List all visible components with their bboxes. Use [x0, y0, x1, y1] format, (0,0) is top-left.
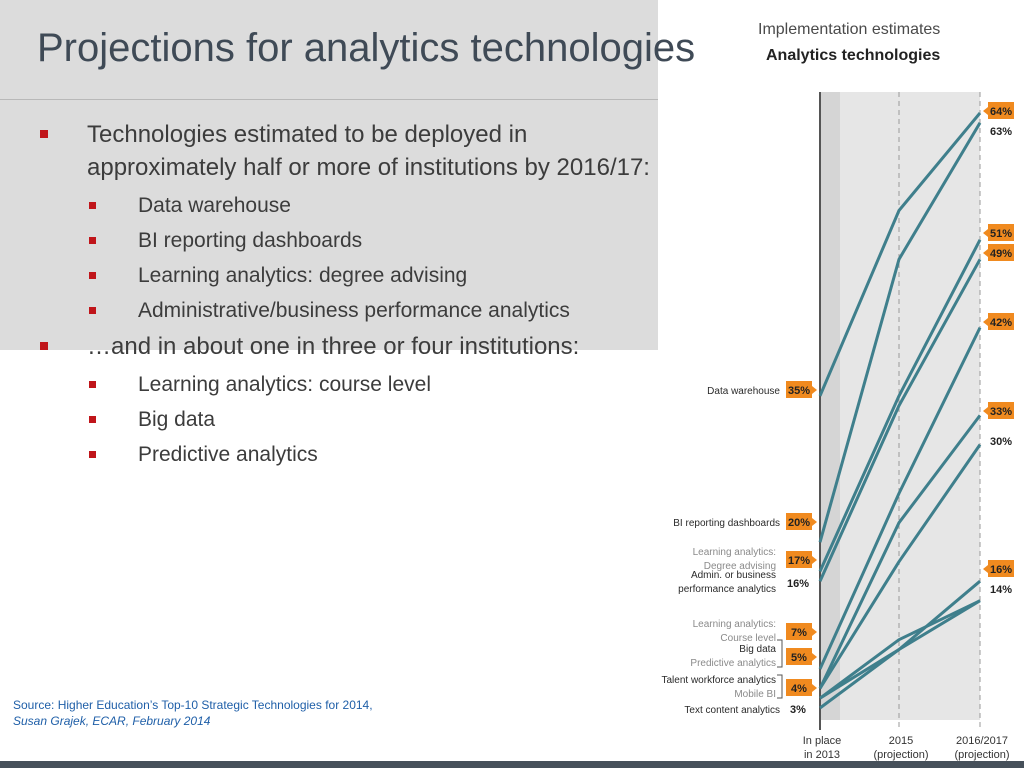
source-line-2: Susan Grajek, ECAR, February 2014 — [13, 714, 211, 728]
bullet-level2: Predictive analytics — [0, 437, 680, 472]
chart-subtitle: Analytics technologies — [766, 47, 940, 64]
category-label-4-b: Course level — [720, 633, 776, 644]
end-label-2: 49% — [990, 248, 1012, 260]
series-line-3 — [818, 258, 982, 582]
bullet-level2: Learning analytics: degree advising — [0, 258, 680, 293]
start-label-0: 35% — [788, 385, 810, 397]
category-label-4-a: Learning analytics: — [693, 619, 776, 630]
end-label-5: 33% — [990, 406, 1012, 418]
end-label-3-bg — [988, 224, 1014, 241]
bullet-level1: Technologies estimated to be deployed in… — [0, 118, 680, 184]
slide-title: Projections for analytics technologies — [37, 26, 696, 70]
end-label-5-arrow — [983, 407, 988, 415]
start-label-bg-6 — [786, 679, 812, 696]
start-label-bg-2 — [786, 551, 812, 568]
end-label-0: 64% — [990, 106, 1012, 118]
start-label-3: 16% — [787, 578, 809, 590]
bullet-level2: Learning analytics: course level — [0, 367, 680, 402]
end-label-7-bg — [988, 560, 1014, 577]
bullet-level2: Administrative/business performance anal… — [0, 293, 680, 328]
bullet-list: Technologies estimated to be deployed in… — [0, 118, 680, 472]
category-label-2-a: Learning analytics: — [693, 547, 776, 558]
bottom-bar — [0, 761, 1024, 768]
plot-area-shadow — [820, 92, 840, 720]
source-line-1: Source: Higher Education’s Top-10 Strate… — [13, 698, 373, 712]
series-line-4 — [818, 326, 982, 670]
start-label-6: 4% — [791, 683, 807, 695]
start-label-2: 17% — [788, 555, 810, 567]
start-label-bg-0 — [786, 381, 812, 398]
bullet-level1: …and in about one in three or four insti… — [0, 330, 680, 363]
start-label-5: 5% — [791, 652, 807, 664]
category-label-6-a: Talent workforce analytics — [662, 675, 777, 686]
start-label-bg-1 — [786, 513, 812, 530]
bracket-talent — [777, 674, 783, 699]
bullet-level2: Big data — [0, 402, 680, 437]
bullet-level2: Data warehouse — [0, 188, 680, 223]
series-line-6 — [818, 443, 982, 690]
end-label-7: 16% — [990, 564, 1012, 576]
chart-title: Implementation estimates — [758, 21, 940, 38]
bullet-level2: BI reporting dashboards — [0, 223, 680, 258]
series-line-0 — [818, 112, 982, 397]
category-label-5-a: Big data — [739, 644, 776, 655]
category-label-3-b: performance analytics — [678, 584, 776, 595]
title-divider — [0, 99, 658, 100]
category-label-1: BI reporting dashboards — [673, 518, 780, 529]
category-label-2-b: Degree advising — [704, 561, 776, 572]
end-label-8: 14% — [990, 584, 1012, 596]
series-line-1 — [818, 122, 982, 543]
title-background-panel — [0, 0, 658, 350]
end-label-4-arrow — [983, 318, 988, 326]
end-label-1: 63% — [990, 126, 1012, 138]
start-label-4: 7% — [791, 627, 807, 639]
category-label-6-b: Mobile BI — [734, 689, 776, 700]
start-label-arrow-6 — [812, 684, 817, 692]
end-label-7-arrow — [983, 565, 988, 573]
category-label-0: Data warehouse — [707, 386, 780, 397]
bracket-big-data — [777, 639, 783, 668]
end-label-4-bg — [988, 313, 1014, 330]
x-tick-label-0-a: In place — [803, 735, 842, 747]
end-label-2-bg — [988, 244, 1014, 261]
category-label-5-b: Predictive analytics — [690, 658, 776, 669]
category-label-3-a: Admin. or business — [691, 570, 776, 581]
x-tick-label-0-b: in 2013 — [804, 749, 840, 761]
implementation-estimates-chart: Implementation estimates Analytics techno… — [662, 21, 1014, 761]
start-label-7: 3% — [790, 704, 806, 716]
series-line-2 — [818, 239, 982, 573]
start-label-arrow-4 — [812, 628, 817, 636]
x-tick-label-1-a: 2015 — [889, 735, 913, 747]
end-label-5-bg — [988, 402, 1014, 419]
category-label-7: Text content analytics — [684, 705, 780, 716]
end-label-0-arrow — [983, 107, 988, 115]
start-label-arrow-2 — [812, 556, 817, 564]
start-label-arrow-0 — [812, 386, 817, 394]
start-label-bg-4 — [786, 623, 812, 640]
start-label-1: 20% — [788, 517, 810, 529]
end-label-2-arrow — [983, 249, 988, 257]
series-line-5 — [818, 414, 982, 690]
x-tick-label-1-b: (projection) — [873, 749, 928, 761]
start-label-arrow-5 — [812, 653, 817, 661]
series-line-9 — [819, 599, 981, 710]
end-label-4: 42% — [990, 317, 1012, 329]
series-line-8 — [819, 599, 981, 700]
end-label-6: 30% — [990, 436, 1012, 448]
start-label-bg-5 — [786, 648, 812, 665]
x-tick-label-2-b: (projection) — [954, 749, 1009, 761]
source-citation: Source: Higher Education’s Top-10 Strate… — [13, 697, 373, 729]
end-label-0-bg — [988, 102, 1014, 119]
x-tick-label-2-a: 2016/2017 — [956, 735, 1008, 747]
end-label-3: 51% — [990, 228, 1012, 240]
end-label-3-arrow — [983, 229, 988, 237]
start-label-arrow-1 — [812, 518, 817, 526]
